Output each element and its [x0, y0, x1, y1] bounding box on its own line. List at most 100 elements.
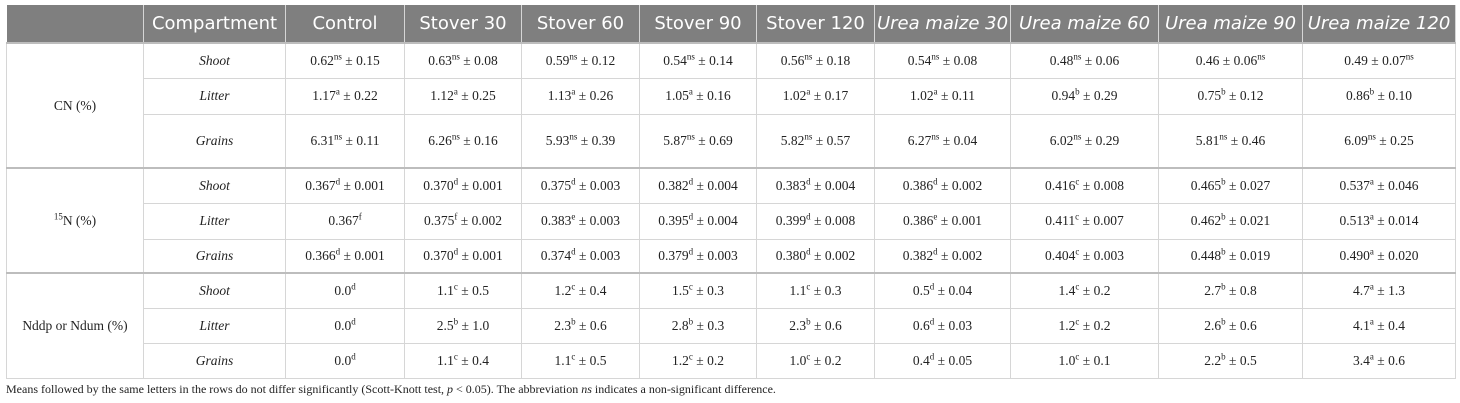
text: ± 0.046: [1373, 177, 1419, 193]
data-cell: 0.56ns ± 0.18: [756, 42, 875, 79]
text: 6.27: [907, 132, 932, 148]
text: 0.374: [540, 247, 572, 263]
superscript: d: [335, 176, 341, 187]
compartment-cell: Litter: [143, 202, 286, 240]
text: 0.513: [1339, 213, 1370, 228]
header-cell: Urea maize 30: [874, 5, 1011, 43]
data-cell: 0.399d ± 0.008: [756, 202, 875, 240]
text: 1.1: [789, 282, 807, 298]
superscript: b: [1221, 176, 1226, 187]
text: 2.3: [554, 317, 572, 333]
text: ± 0.002: [937, 177, 983, 193]
text: ± 0.10: [1374, 88, 1412, 103]
text: ± 0.5: [575, 352, 607, 368]
superscript: a: [1369, 211, 1374, 222]
text: 1.5: [672, 282, 689, 298]
text: 1.0: [1058, 352, 1076, 368]
data-cell: 0.416c ± 0.008: [1010, 167, 1159, 204]
text: ± 0.004: [810, 177, 856, 193]
text: ± 0.11: [342, 132, 380, 148]
text: ± 0.3: [810, 282, 842, 298]
data-cell: 0.448b ± 0.019: [1158, 238, 1303, 274]
results-table: Compartment Control Stover 30 Stover 60 Stov…: [6, 5, 1456, 379]
superscript: e: [933, 211, 938, 222]
data-cell: 0.0d: [285, 272, 405, 309]
data-cell: 0.382d ± 0.002: [874, 238, 1011, 274]
text: 0.382: [902, 247, 934, 263]
table-row: 15N (%) Shoot 0.367d ± 0.001 0.370d ± 0.001…: [6, 167, 1456, 274]
text: 0.86: [1346, 88, 1370, 103]
table-row: Nddp or Ndum (%) Shoot 0.0d 1.1c ± 0.5 1.2c …: [6, 272, 1456, 379]
data-cell: 1.0c ± 0.1: [1010, 342, 1159, 379]
data-cell: 1.02a ± 0.17: [756, 77, 875, 115]
text: ± 0.6: [1373, 352, 1405, 368]
text: ± 0.020: [1373, 247, 1419, 263]
header-row: Compartment Control Stover 30 Stover 60 Stov…: [6, 5, 1456, 43]
data-cell: 0.0d: [285, 342, 405, 379]
data-cell: 2.3b ± 0.6: [521, 307, 640, 344]
superscript: a: [1369, 176, 1374, 187]
superscript: e: [571, 211, 576, 222]
text: 1.02: [910, 88, 934, 103]
text: ± 0.003: [575, 177, 621, 193]
superscript: b: [1221, 211, 1226, 222]
text: ± 0.4: [575, 282, 607, 298]
text: ± 0.16: [692, 88, 731, 103]
superscript: b: [1221, 281, 1226, 292]
text: 0.370: [423, 247, 454, 263]
text: 5.87: [663, 132, 687, 148]
data-cell: 1.17a ± 0.22: [285, 77, 405, 115]
text: ± 0.04: [939, 132, 978, 148]
superscript: d: [933, 246, 938, 257]
group-label: CN (%): [6, 42, 144, 169]
superscript: 15: [53, 211, 63, 221]
text: 2.8: [671, 317, 689, 333]
data-cell: 2.8b ± 0.3: [639, 307, 757, 344]
superscript: b: [1075, 86, 1080, 97]
data-cell: 1.2c ± 0.4: [521, 272, 640, 309]
superscript: b: [1369, 86, 1375, 97]
text: 0.46 ± 0.06: [1195, 52, 1258, 68]
superscript: c: [571, 281, 576, 292]
text: 1.05: [665, 88, 689, 103]
superscript: d: [351, 351, 356, 361]
header-cell: Compartment: [143, 5, 286, 43]
superscript: c: [453, 351, 458, 361]
data-cell: 0.380d ± 0.002: [756, 238, 875, 274]
superscript: ns: [333, 51, 342, 62]
text: 0.386: [903, 213, 934, 228]
text: ± 1.3: [1373, 282, 1405, 298]
text: ± 0.22: [339, 88, 378, 103]
text: ± 0.003: [693, 247, 738, 263]
superscript: c: [688, 351, 693, 361]
text: 0.404: [1045, 247, 1076, 263]
text: ± 0.003: [575, 213, 620, 228]
text: ± 0.11: [937, 88, 975, 103]
table-body: CN (%) Shoot 0.62ns ± 0.15 0.63ns ± 0.08 0.5…: [6, 42, 1456, 379]
data-cell: 0.94b ± 0.29: [1010, 77, 1159, 115]
text: ± 0.001: [340, 177, 385, 193]
superscript: b: [688, 316, 694, 326]
superscript: ns: [1219, 131, 1228, 142]
text: ± 0.57: [812, 132, 851, 148]
superscript: c: [1075, 211, 1080, 222]
superscript: d: [335, 246, 341, 257]
text: Nddp or Ndum (%): [22, 317, 128, 333]
data-cell: 0.54ns ± 0.08: [874, 42, 1011, 79]
text: ± 0.6: [1225, 317, 1257, 333]
superscript: d: [929, 316, 935, 326]
text: ± 0.003: [1079, 247, 1124, 263]
superscript: c: [1075, 316, 1080, 326]
text: 0.49 ± 0.07: [1344, 52, 1406, 68]
compartment-cell: Shoot: [143, 167, 286, 204]
data-cell: 0.537a ± 0.046: [1302, 167, 1456, 204]
superscript: a: [1369, 246, 1374, 257]
superscript: d: [571, 246, 576, 257]
data-cell: 1.2c ± 0.2: [639, 342, 757, 379]
superscript: f: [454, 211, 458, 222]
text: ± 0.69: [694, 132, 733, 148]
text: Means followed by the same letters in th…: [6, 382, 448, 396]
text: 1.0: [789, 352, 807, 368]
text: ± 0.004: [693, 213, 738, 228]
superscript: b: [453, 316, 459, 326]
